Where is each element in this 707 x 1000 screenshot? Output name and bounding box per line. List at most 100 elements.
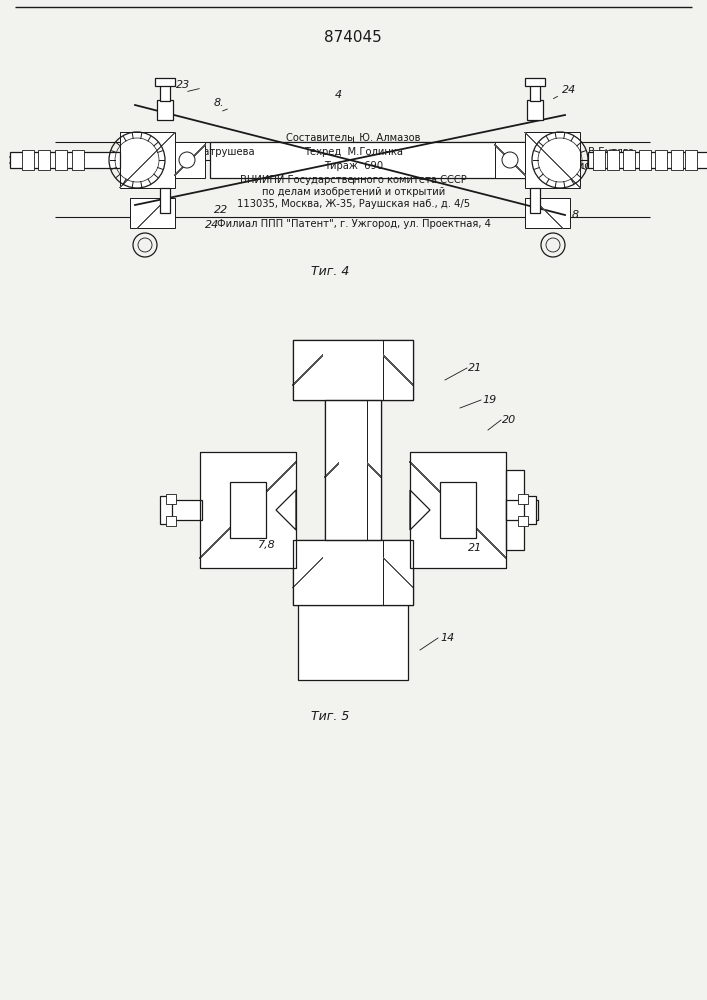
Bar bbox=[588, 152, 707, 168]
Bar bbox=[410, 452, 506, 568]
Text: 8.: 8. bbox=[214, 98, 225, 108]
Text: ВНИИПИ Государственного комитета СССР: ВНИИПИ Государственного комитета СССР bbox=[240, 175, 467, 185]
Bar bbox=[325, 400, 381, 540]
Bar bbox=[175, 142, 205, 178]
Bar bbox=[166, 494, 176, 504]
Polygon shape bbox=[276, 490, 296, 530]
Circle shape bbox=[502, 152, 518, 168]
Bar bbox=[440, 482, 476, 538]
Text: по делам изобретений и открытий: по делам изобретений и открытий bbox=[262, 187, 445, 197]
Text: Корректор  В.Бутяга: Корректор В.Бутяга bbox=[525, 147, 634, 157]
Text: Редактор  С. Патрушева: Редактор С. Патрушева bbox=[127, 147, 255, 157]
Bar bbox=[200, 452, 296, 568]
Text: 23: 23 bbox=[176, 80, 190, 90]
Bar bbox=[230, 482, 266, 538]
Bar bbox=[525, 132, 580, 188]
Bar bbox=[210, 142, 540, 178]
Text: Техред  М.Голинка: Техред М.Голинка bbox=[304, 147, 403, 157]
Text: 7,8: 7,8 bbox=[258, 540, 276, 550]
Bar bbox=[525, 132, 580, 188]
Text: 24: 24 bbox=[562, 85, 576, 95]
Bar bbox=[200, 452, 296, 568]
Bar bbox=[175, 142, 205, 178]
Bar bbox=[325, 400, 339, 540]
Bar bbox=[685, 150, 697, 170]
Bar bbox=[524, 496, 536, 524]
Bar bbox=[367, 400, 381, 540]
Bar bbox=[323, 340, 383, 400]
Bar bbox=[339, 400, 367, 540]
Text: Составитель  Ю. Алмазов: Составитель Ю. Алмазов bbox=[286, 133, 421, 143]
Text: 14: 14 bbox=[440, 633, 455, 643]
Bar bbox=[518, 494, 528, 504]
Bar bbox=[323, 540, 383, 605]
Text: Подписное: Подписное bbox=[551, 161, 609, 171]
Bar bbox=[655, 150, 667, 170]
Text: Заказ  9111/8: Заказ 9111/8 bbox=[127, 161, 199, 171]
Bar bbox=[120, 132, 175, 188]
Bar bbox=[410, 452, 506, 568]
Text: Τиг. 5: Τиг. 5 bbox=[311, 710, 349, 723]
Text: 21: 21 bbox=[468, 543, 482, 553]
Polygon shape bbox=[410, 490, 430, 530]
Bar bbox=[593, 150, 605, 170]
Bar bbox=[130, 198, 175, 228]
Bar bbox=[200, 452, 296, 568]
Bar bbox=[293, 540, 323, 605]
Bar bbox=[623, 150, 635, 170]
Text: 24: 24 bbox=[205, 220, 219, 230]
Bar bbox=[293, 340, 323, 400]
Bar bbox=[293, 340, 413, 400]
Bar bbox=[130, 198, 175, 228]
Bar bbox=[383, 540, 413, 605]
Text: 874045: 874045 bbox=[324, 30, 382, 45]
Bar bbox=[495, 142, 525, 178]
Text: 113035, Москва, Ж-35, Раушская наб., д. 4/5: 113035, Москва, Ж-35, Раушская наб., д. … bbox=[237, 199, 470, 209]
Text: 19: 19 bbox=[482, 395, 496, 405]
Bar bbox=[671, 150, 683, 170]
Bar bbox=[10, 152, 120, 168]
Bar bbox=[325, 400, 339, 540]
Bar bbox=[383, 340, 413, 400]
Text: Тираж  690: Тираж 690 bbox=[324, 161, 383, 171]
Circle shape bbox=[179, 152, 195, 168]
Bar bbox=[38, 150, 50, 170]
Bar bbox=[518, 516, 528, 526]
Bar bbox=[506, 470, 524, 550]
Bar bbox=[525, 78, 545, 86]
Bar bbox=[530, 85, 540, 101]
Bar bbox=[298, 605, 408, 680]
Bar bbox=[383, 540, 413, 605]
Bar bbox=[367, 400, 381, 540]
Bar bbox=[383, 340, 413, 400]
Bar bbox=[160, 496, 172, 524]
Text: 20: 20 bbox=[502, 415, 516, 425]
Bar bbox=[166, 516, 176, 526]
Text: 8: 8 bbox=[572, 210, 579, 220]
Bar bbox=[120, 132, 175, 188]
Bar bbox=[160, 85, 170, 101]
Bar bbox=[155, 78, 175, 86]
Bar bbox=[410, 452, 506, 568]
Bar bbox=[527, 100, 543, 120]
Text: 21: 21 bbox=[468, 363, 482, 373]
Text: Филиал ППП "Патент", г. Ужгород, ул. Проектная, 4: Филиал ППП "Патент", г. Ужгород, ул. Про… bbox=[216, 219, 491, 229]
Bar bbox=[293, 540, 413, 605]
Bar bbox=[293, 340, 413, 400]
Bar bbox=[293, 340, 323, 400]
Bar bbox=[525, 198, 570, 228]
Bar bbox=[325, 400, 381, 540]
Bar bbox=[22, 150, 34, 170]
Bar bbox=[55, 150, 67, 170]
Bar bbox=[530, 188, 540, 213]
Bar bbox=[157, 100, 173, 120]
Bar bbox=[293, 540, 413, 605]
Bar bbox=[495, 142, 525, 178]
Bar bbox=[639, 150, 651, 170]
Text: 4: 4 bbox=[335, 90, 342, 100]
Text: 22: 22 bbox=[214, 205, 228, 215]
Bar bbox=[170, 500, 202, 520]
Text: Τиг. 4: Τиг. 4 bbox=[311, 265, 349, 278]
Bar bbox=[525, 198, 570, 228]
Bar bbox=[72, 150, 84, 170]
